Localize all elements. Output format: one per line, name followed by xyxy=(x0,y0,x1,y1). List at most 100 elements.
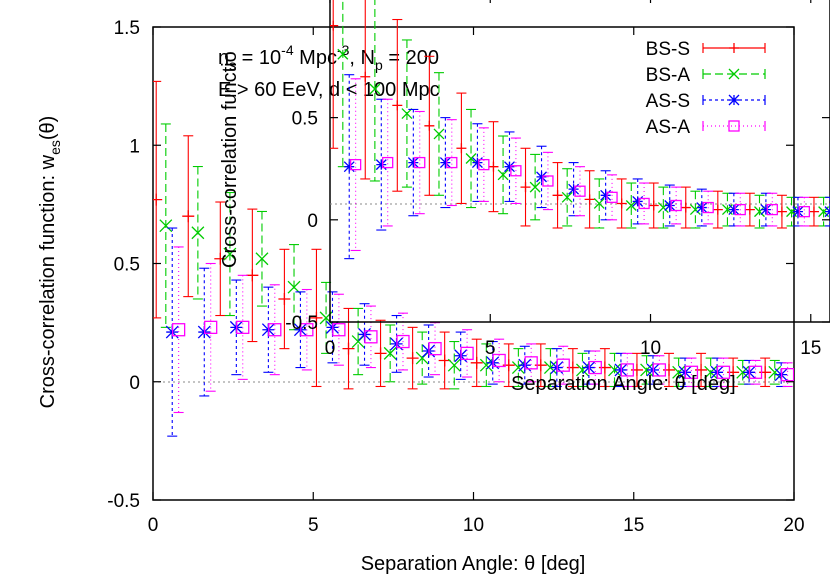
main-point-as-a xyxy=(748,365,763,379)
main-point-bs-s xyxy=(374,347,387,360)
main-point-bs-s xyxy=(153,193,163,206)
inset-point-bs-s xyxy=(330,20,339,31)
inset-point-as-s xyxy=(664,200,676,211)
inset-point-bs-a xyxy=(754,206,765,218)
main-point-bs-a xyxy=(191,226,205,240)
main-point-bs-a xyxy=(608,363,621,377)
inset-point-bs-s xyxy=(712,204,723,215)
main-point-bs-s xyxy=(342,342,355,355)
main-x-tick-label: 5 xyxy=(308,515,319,536)
inset-plot-frame xyxy=(329,0,830,323)
main-point-as-a xyxy=(171,323,186,337)
inset-series-bs-a xyxy=(337,0,830,229)
inset-point-bs-s xyxy=(520,182,531,193)
inset-x-axis-label: Separation Angle: θ [deg] xyxy=(511,373,736,395)
main-x-tick-label: 0 xyxy=(148,515,159,536)
main-point-bs-a xyxy=(159,219,173,233)
inset-point-bs-s xyxy=(360,71,371,82)
inset-x-tick-label: 15 xyxy=(800,338,821,359)
main-point-as-a xyxy=(428,341,442,356)
inset-y-tick-label: 0.5 xyxy=(292,109,318,130)
main-point-bs-s xyxy=(182,210,195,223)
inset-point-as-a xyxy=(382,156,394,169)
inset-x-tick-label: 5 xyxy=(485,338,496,359)
main-point-bs-a xyxy=(640,363,654,377)
main-series-bs-s xyxy=(153,80,772,390)
inset-point-as-a xyxy=(574,185,586,197)
main-point-as-a xyxy=(492,353,506,368)
inset-point-as-s xyxy=(471,157,483,169)
main-point-as-a xyxy=(588,360,602,375)
inset-point-as-s xyxy=(600,189,612,201)
inset-point-as-s xyxy=(375,159,387,171)
inset-point-as-a xyxy=(446,156,458,169)
main-y-axis-label: Cross-correlation function: wes(θ) xyxy=(37,116,63,409)
inset-point-bs-s xyxy=(488,161,499,172)
main-point-bs-a xyxy=(672,365,686,379)
inset-y-tick-label: -0.5 xyxy=(285,313,318,334)
inset-point-as-s xyxy=(536,171,547,183)
legend-label-bs-s: BS-S xyxy=(646,39,690,60)
annotation-energy-distance: E > 60 EeV, d < 100 Mpc xyxy=(218,79,440,101)
legend-label-as-a: AS-A xyxy=(646,117,691,138)
main-point-as-a xyxy=(236,320,250,335)
inset-point-as-s xyxy=(696,202,708,214)
inset-point-as-a xyxy=(702,201,714,214)
inset-point-as-s xyxy=(568,183,580,195)
inset-point-bs-s xyxy=(584,194,595,205)
main-series-as-s xyxy=(165,227,788,437)
inset-point-as-a xyxy=(414,156,426,169)
main-x-tick-label: 10 xyxy=(463,515,484,536)
main-point-as-a xyxy=(460,346,474,361)
main-point-as-a xyxy=(300,323,314,337)
main-point-bs-a xyxy=(383,346,397,360)
main-point-bs-s xyxy=(246,269,259,282)
inset-point-bs-s xyxy=(616,198,627,209)
inset-point-as-a xyxy=(734,203,746,216)
main-y-tick-label: 1 xyxy=(129,136,140,157)
inset-point-as-s xyxy=(632,195,644,207)
legend-label-bs-a: BS-A xyxy=(646,65,691,86)
inset-point-bs-a xyxy=(529,181,541,193)
inset-point-bs-a xyxy=(497,169,509,181)
inset-point-bs-s xyxy=(808,206,819,217)
legend: BS-S BS-A AS-S AS-A xyxy=(646,39,766,138)
inset-point-bs-s xyxy=(424,120,435,131)
main-point-as-a xyxy=(364,330,378,344)
inset-point-as-a xyxy=(510,165,522,177)
main-point-as-a xyxy=(780,368,794,382)
main-point-bs-s xyxy=(278,292,291,305)
inset-point-bs-a xyxy=(337,48,349,60)
main-point-bs-s xyxy=(406,352,419,365)
main-y-tick-label: 0.5 xyxy=(114,255,140,276)
inset-point-as-s xyxy=(343,161,355,173)
main-series-as-a xyxy=(171,246,794,414)
main-point-as-a xyxy=(652,363,667,377)
inset-point-bs-s xyxy=(456,143,467,154)
inset-point-bs-a xyxy=(465,153,477,164)
main-point-as-a xyxy=(620,363,634,377)
main-point-bs-a xyxy=(736,365,750,379)
inset-point-as-s xyxy=(439,157,451,169)
legend-marker-bs-s xyxy=(729,43,739,53)
inset-point-as-a xyxy=(349,158,362,171)
main-x-tick-label: 15 xyxy=(623,515,644,536)
legend-marker-as-s xyxy=(728,94,740,106)
inset-point-bs-a xyxy=(657,202,669,214)
inset-point-bs-s xyxy=(392,100,403,111)
main-point-bs-s xyxy=(470,356,483,369)
inset-point-bs-s xyxy=(648,200,659,211)
inset-series-bs-s xyxy=(330,0,819,229)
inset-point-as-a xyxy=(542,175,554,187)
main-point-as-a xyxy=(684,365,699,379)
inset-point-as-a xyxy=(638,197,650,210)
main-point-bs-a xyxy=(255,252,269,266)
inset-point-as-s xyxy=(728,204,740,216)
inset-point-as-a xyxy=(606,191,618,203)
inset-point-as-s xyxy=(407,157,419,169)
main-point-as-a xyxy=(204,320,218,335)
main-point-as-a xyxy=(396,334,410,349)
main-y-tick-label: 0 xyxy=(129,373,140,394)
main-point-as-a xyxy=(716,365,731,379)
